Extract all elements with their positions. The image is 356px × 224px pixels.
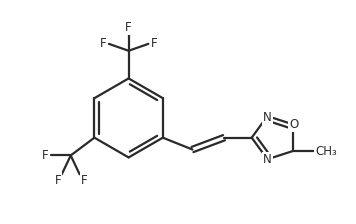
Text: O: O	[289, 118, 298, 131]
Text: F: F	[42, 149, 48, 162]
Text: F: F	[54, 174, 61, 187]
Text: CH₃: CH₃	[315, 144, 337, 157]
Text: F: F	[100, 37, 106, 50]
Text: N: N	[263, 111, 272, 124]
Text: F: F	[151, 37, 158, 50]
Text: N: N	[263, 153, 272, 166]
Text: F: F	[81, 174, 88, 187]
Text: F: F	[125, 21, 132, 34]
